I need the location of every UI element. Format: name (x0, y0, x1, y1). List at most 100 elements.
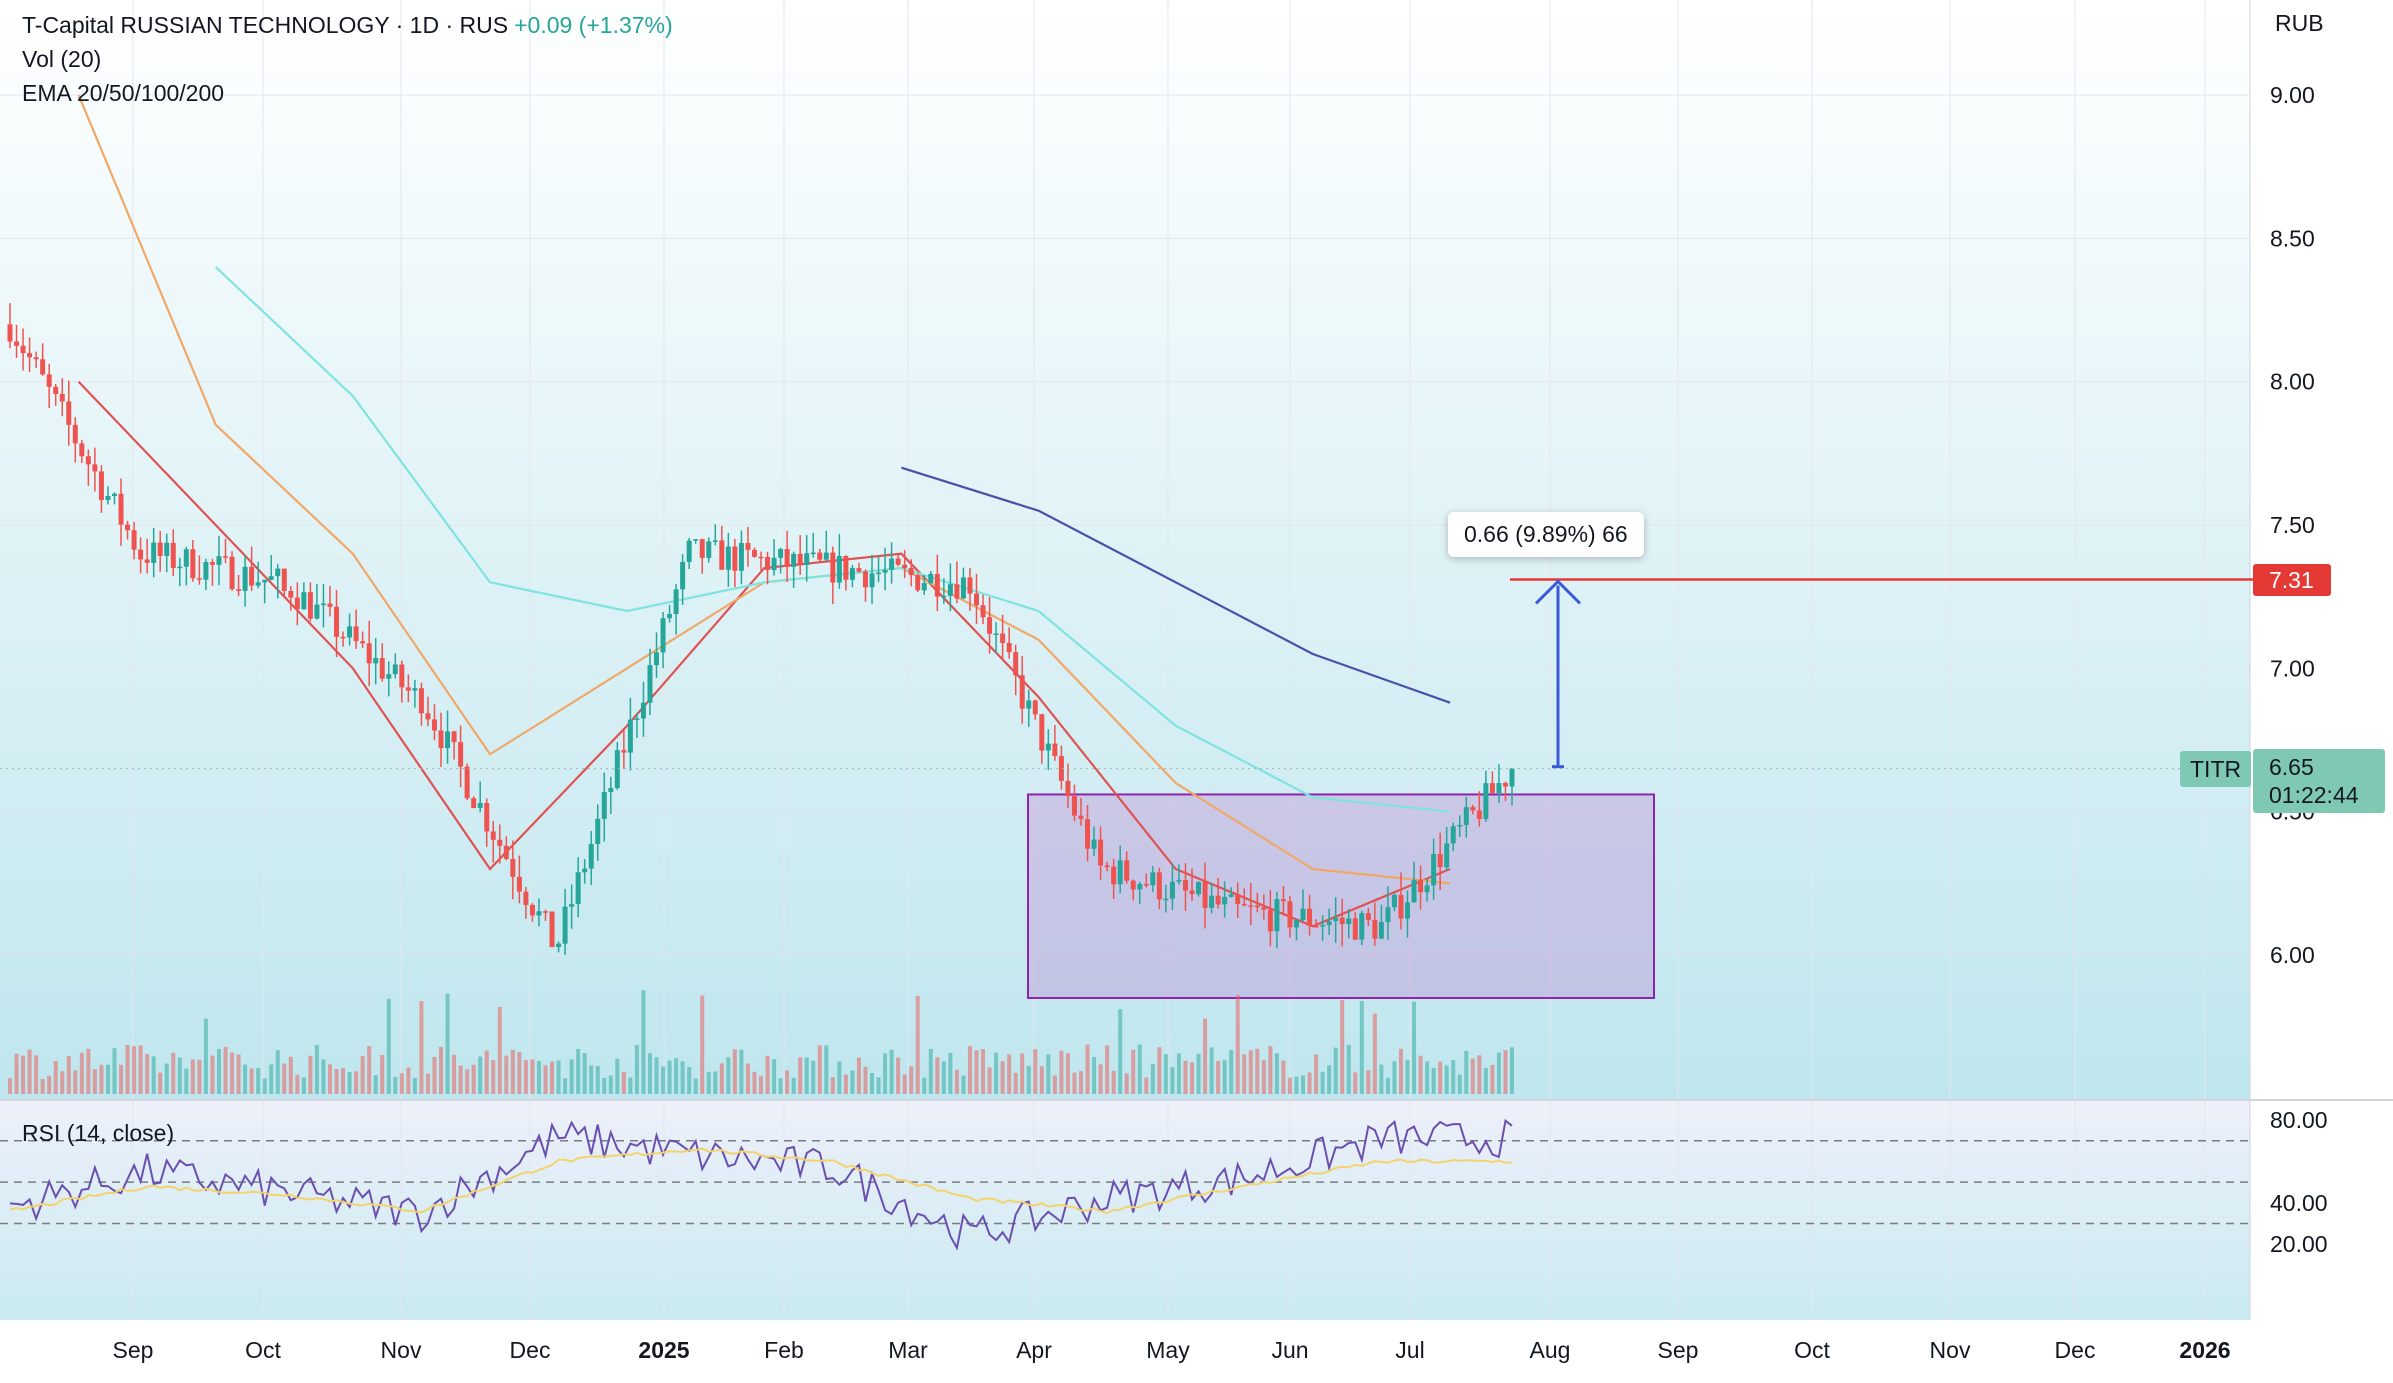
annotations[interactable] (0, 578, 2253, 770)
volume-bar (935, 1057, 940, 1094)
candle-body (1483, 783, 1489, 819)
rsi-ma-line (9, 1147, 1513, 1215)
candle-body (915, 575, 921, 591)
volume-bar (876, 1077, 881, 1094)
volume-bar (230, 1052, 235, 1094)
volume-bar (1033, 1049, 1038, 1094)
volume-bar (654, 1057, 659, 1094)
candle-body (1045, 743, 1051, 751)
candle-body (1339, 917, 1345, 925)
candle-body (1502, 782, 1508, 787)
volume-bar (569, 1059, 574, 1094)
candle-body (262, 579, 268, 583)
volume-bar (856, 1057, 861, 1094)
currency-label[interactable]: RUB (2275, 10, 2324, 36)
candle-body (1496, 782, 1502, 794)
candle-body (14, 341, 20, 346)
volume-bar (34, 1055, 39, 1094)
volume-bar (1020, 1053, 1025, 1094)
price-tick-label: 9.00 (2270, 82, 2315, 108)
candle-body (27, 353, 33, 358)
candle-body (1143, 884, 1149, 886)
candle-body (190, 549, 196, 579)
price-change: +0.09 (+1.37%) (514, 12, 673, 38)
time-tick-label: Oct (1794, 1337, 1830, 1363)
candle-body (1124, 860, 1130, 881)
legend-volume[interactable]: Vol (20) (22, 46, 102, 72)
volume-bar (1163, 1054, 1168, 1094)
volume-bar (1483, 1067, 1488, 1094)
volume-bar (1438, 1061, 1443, 1094)
candle-body (451, 731, 457, 743)
volume-bar (1327, 1065, 1332, 1094)
candle-body (503, 845, 509, 859)
legend-symbol[interactable]: T-Capital RUSSIAN TECHNOLOGY · 1D · RUS +… (22, 12, 673, 39)
candle-body (856, 568, 862, 572)
time-tick-label: May (1146, 1337, 1190, 1363)
candle-body (1463, 807, 1469, 825)
candle-body (1085, 819, 1091, 849)
volume-bar (288, 1056, 293, 1094)
volume-bar (73, 1070, 78, 1094)
time-tick-label: Dec (2055, 1337, 2096, 1363)
volume-bar (615, 1058, 620, 1094)
volume-bar (190, 1059, 195, 1094)
volume-bar (151, 1056, 156, 1094)
candle-body (183, 549, 189, 567)
volume-bar (27, 1049, 32, 1094)
volume-bar (693, 1078, 698, 1094)
volume-bar (60, 1071, 65, 1094)
volume-bar (824, 1045, 829, 1094)
legend-ema[interactable]: EMA 20/50/100/200 (22, 80, 225, 106)
candle-body (1228, 894, 1234, 897)
volume-bar (1085, 1044, 1090, 1094)
volume-bar (1203, 1018, 1208, 1094)
candle-body (59, 394, 65, 402)
candle-body (125, 524, 131, 531)
volume-bar (706, 1071, 711, 1094)
time-tick-label: Sep (1658, 1337, 1699, 1363)
volume-bar (759, 1075, 763, 1094)
candle-body (1359, 913, 1365, 940)
volume-bar (354, 1071, 359, 1094)
candle-body (588, 844, 594, 869)
candle-body (340, 636, 346, 639)
candle-body (1352, 918, 1358, 940)
candle-body (307, 592, 313, 619)
candle-body (490, 831, 496, 840)
candle-body (249, 566, 255, 586)
candle-body (242, 566, 248, 591)
volume-bar (752, 1071, 757, 1094)
volume-bar (1209, 1047, 1214, 1094)
candle-body (516, 876, 522, 892)
volume-bar (1137, 1044, 1142, 1094)
volume-bar (1235, 995, 1240, 1094)
volume-bar (203, 1018, 208, 1094)
measure-arrow-head (1534, 579, 1582, 605)
range-zones[interactable] (1027, 793, 1655, 1000)
candle-body (151, 542, 157, 563)
volume-bar (772, 1059, 777, 1094)
volume-bar (863, 1066, 868, 1094)
candle-body (784, 549, 790, 567)
volume-bar (543, 1065, 548, 1094)
candle-body (1378, 922, 1384, 939)
volume-bar (119, 1064, 124, 1094)
candle-body (373, 658, 379, 664)
rsi-legend[interactable]: RSI (14, close) (22, 1120, 175, 1146)
candle-body (1163, 898, 1169, 901)
volume-bar (713, 1071, 718, 1094)
volume-bar (177, 1057, 182, 1094)
candle-body (947, 584, 953, 596)
volume-bar (1007, 1054, 1012, 1094)
candle-body (1476, 810, 1482, 819)
candle-body (366, 643, 372, 664)
candle-body (1320, 925, 1326, 927)
volume-bar (1183, 1060, 1188, 1094)
volume-bar (641, 990, 646, 1094)
volume-bar (517, 1052, 522, 1094)
time-axis-ticks: Sep Oct Nov Dec 2025 Feb Mar Apr May Jun Jul Aug Sep… (113, 1337, 2231, 1363)
candle-body (216, 556, 222, 565)
volume-bar (967, 1046, 972, 1094)
